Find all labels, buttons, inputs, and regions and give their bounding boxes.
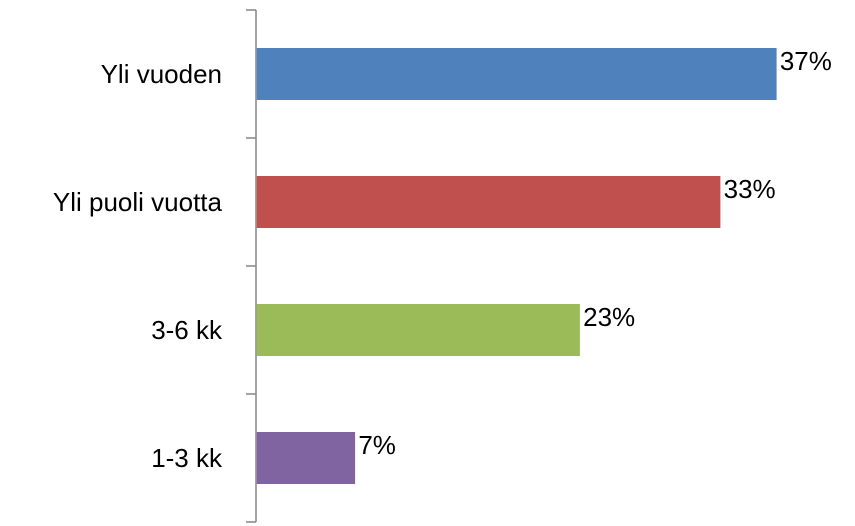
- value-label: 23%: [583, 302, 635, 332]
- value-label: 37%: [780, 46, 832, 76]
- value-label: 33%: [724, 174, 776, 204]
- category-axis: [246, 9, 257, 523]
- bar-4: [256, 432, 356, 484]
- category-label: 1-3 kk: [151, 443, 223, 473]
- labels: Yli vuoden 37% Yli puoli vuotta 33% 3-6 kk 23…: [53, 46, 832, 473]
- category-label: 3-6 kk: [151, 315, 223, 345]
- bar-2: [256, 176, 721, 228]
- category-label: Yli vuoden: [101, 59, 222, 89]
- value-label: 7%: [358, 430, 396, 460]
- bar-3: [256, 304, 580, 356]
- bar-1: [256, 48, 777, 100]
- category-label: Yli puoli vuotta: [53, 187, 223, 217]
- bars: [256, 48, 777, 484]
